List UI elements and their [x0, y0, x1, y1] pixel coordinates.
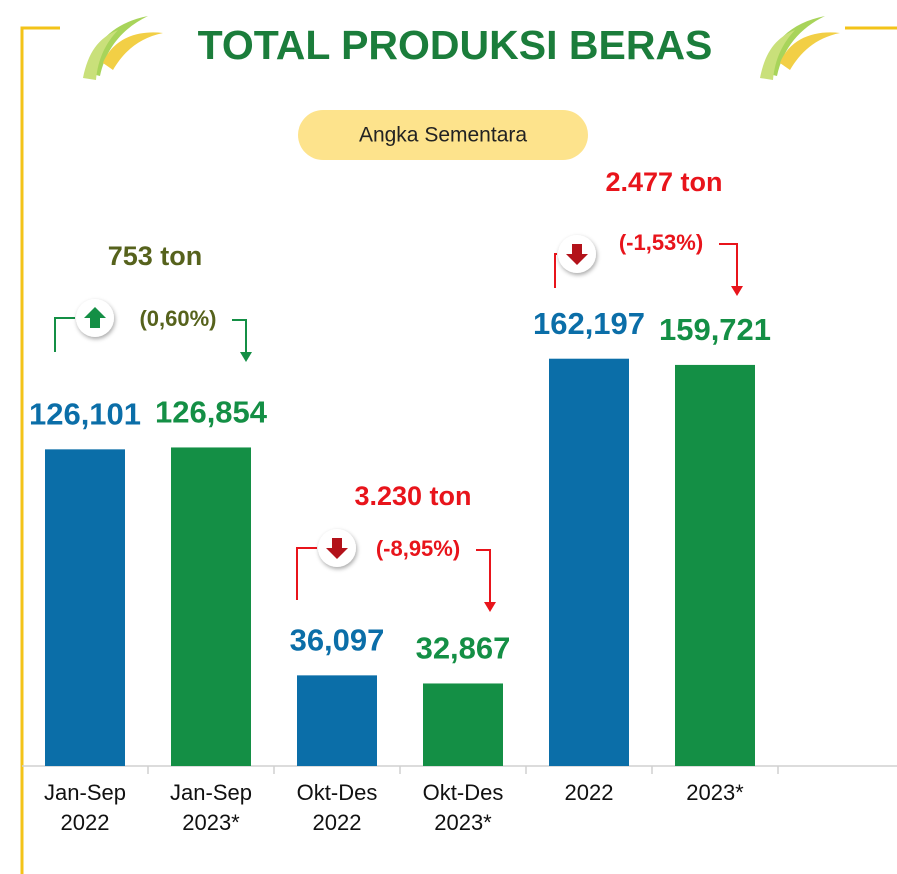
bracket-left — [54, 317, 75, 352]
chart-title: TOTAL PRODUKSI BERAS — [198, 22, 713, 68]
bar — [171, 447, 251, 766]
x-tick-label: 2022 — [564, 780, 614, 805]
change-icon — [84, 307, 106, 328]
rice-icon — [760, 16, 840, 80]
bar — [549, 358, 629, 766]
change-annotation: 753 ton (0,60%) — [54, 241, 252, 362]
change-amount: 2.477 ton — [605, 167, 722, 197]
frame — [20, 26, 897, 874]
change-annotation: 3.230 ton (-8,95%) — [296, 481, 496, 612]
x-tick-label: 2023* — [686, 780, 744, 805]
arrow-head — [731, 286, 743, 296]
value-label: 159,721 — [659, 312, 771, 347]
subtitle: Angka Sementara — [359, 124, 527, 147]
change-annotation: 2.477 ton (-1,53%) — [554, 167, 743, 296]
change-icon — [326, 538, 348, 559]
value-label: 36,097 — [290, 623, 385, 658]
change-percent: (-8,95%) — [376, 536, 460, 561]
value-label: 126,854 — [155, 395, 268, 430]
bar — [45, 449, 125, 766]
change-percent: (-1,53%) — [619, 230, 703, 255]
x-tick-label: Jan-Sep 2023* — [170, 780, 252, 835]
change-amount: 3.230 ton — [354, 481, 471, 511]
x-tick-label: Okt-Des 2023* — [422, 780, 504, 835]
bracket-right — [719, 243, 738, 288]
x-tick-label: Jan-Sep 2022 — [44, 780, 126, 835]
arrow-head — [484, 602, 496, 612]
bar — [675, 364, 755, 766]
rice-icon — [83, 16, 163, 80]
bracket-left — [296, 547, 317, 600]
value-label: 32,867 — [416, 631, 511, 666]
bracket-right — [232, 319, 247, 354]
bar — [297, 675, 377, 766]
bracket-left — [554, 253, 557, 288]
value-label: 162,197 — [533, 306, 645, 341]
value-label: 126,101 — [29, 397, 141, 432]
x-tick-label: Okt-Des 2022 — [296, 780, 378, 835]
change-icon — [566, 244, 588, 265]
subtitle-pill — [298, 110, 588, 160]
arrow-head — [240, 352, 252, 362]
change-percent: (0,60%) — [139, 306, 216, 331]
bracket-right — [476, 549, 491, 604]
change-amount: 753 ton — [108, 241, 203, 271]
bar — [423, 683, 503, 766]
